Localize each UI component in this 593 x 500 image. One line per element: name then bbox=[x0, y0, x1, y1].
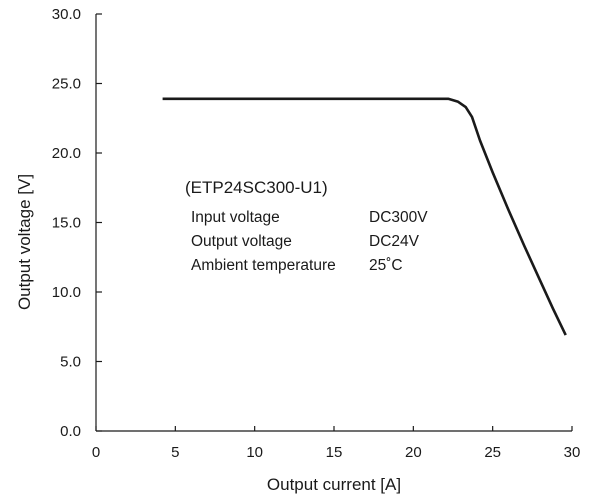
annotation-value: DC24V bbox=[369, 233, 420, 250]
series bbox=[162, 97, 567, 336]
y-tick-label: 30.0 bbox=[52, 6, 81, 23]
y-tick-label: 25.0 bbox=[52, 76, 81, 93]
y-tick-label: 20.0 bbox=[52, 145, 81, 162]
x-ticks: 0 5 10 15 20 25 30 bbox=[92, 426, 581, 461]
annotation-label: Output voltage bbox=[191, 233, 292, 250]
annotation-label: Input voltage bbox=[191, 209, 280, 226]
x-tick-label: 0 bbox=[92, 444, 100, 461]
y-tick-label: 15.0 bbox=[52, 215, 81, 232]
annotation-label: Ambient temperature bbox=[191, 257, 336, 274]
x-tick-label: 20 bbox=[405, 444, 422, 461]
y-tick-label: 5.0 bbox=[60, 354, 81, 371]
y-ticks: 0.0 5.0 10.0 15.0 20.0 25.0 30.0 bbox=[52, 6, 102, 440]
x-tick-label: 5 bbox=[171, 444, 179, 461]
x-tick-label: 25 bbox=[484, 444, 501, 461]
series-line bbox=[162, 97, 567, 336]
x-tick-label: 10 bbox=[246, 444, 263, 461]
x-axis-title: Output current [A] bbox=[267, 475, 401, 494]
y-tick-label: 0.0 bbox=[60, 423, 81, 440]
y-tick-label: 10.0 bbox=[52, 284, 81, 301]
annotation-value: DC300V bbox=[369, 209, 428, 226]
x-tick-label: 30 bbox=[564, 444, 581, 461]
x-tick-label: 15 bbox=[326, 444, 343, 461]
axes bbox=[95, 14, 572, 432]
annotation-title: (ETP24SC300-U1) bbox=[185, 178, 328, 197]
annotation: (ETP24SC300-U1) Input voltage DC300V Out… bbox=[185, 178, 428, 274]
annotation-value: 25˚C bbox=[369, 257, 403, 274]
y-axis-title: Output voltage [V] bbox=[15, 174, 34, 310]
